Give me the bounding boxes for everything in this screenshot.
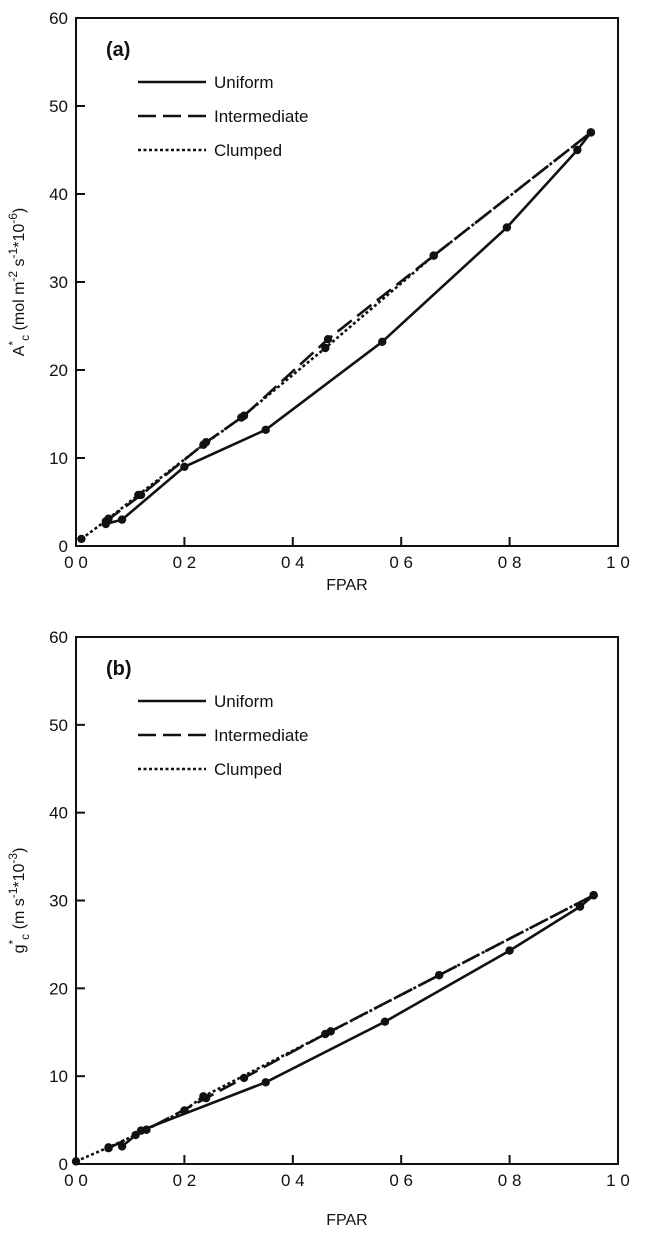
- x-tick-label: 0 8: [498, 1171, 522, 1190]
- x-tick-label: 0 0: [64, 1171, 88, 1190]
- data-point-intermediate: [323, 335, 333, 344]
- data-point-uniform: [573, 145, 582, 155]
- y-axis-title: A*c (mol m-2 s-1*10-6): [6, 208, 32, 357]
- plot-frame: [75, 636, 619, 1165]
- series-line-clumped: [75, 894, 595, 1163]
- legend-label-clumped: Clumped: [214, 141, 282, 160]
- data-point-clumped: [104, 1143, 113, 1152]
- y-tick-label: 50: [49, 716, 68, 735]
- data-point-uniform: [505, 946, 514, 955]
- y-tick-label: 0: [59, 1155, 68, 1174]
- x-tick-label: 0 6: [389, 553, 413, 572]
- data-point-uniform: [117, 515, 127, 524]
- data-point-clumped: [180, 1106, 189, 1115]
- y-tick-label: 60: [49, 628, 68, 647]
- chart-panel-a: 0 10 20 30 40 50 60 0 0 0 2 0 4 0 6 0 8 1 0 FPAR A*c (…: [6, 9, 630, 594]
- data-point-clumped: [77, 534, 86, 544]
- y-tick-label: 40: [49, 804, 68, 823]
- y-tick-label: 10: [49, 1067, 68, 1086]
- x-tick-label: 0 2: [173, 1171, 197, 1190]
- x-tick-label: 0 2: [173, 553, 197, 572]
- data-point-clumped: [429, 251, 438, 260]
- legend-label-clumped: Clumped: [214, 760, 282, 779]
- data-point-uniform: [380, 1017, 390, 1026]
- y-tick-label: 50: [49, 97, 68, 116]
- y-tick-label: 20: [49, 361, 68, 380]
- x-tick-label: 1 0: [606, 1171, 630, 1190]
- data-point-clumped: [104, 514, 113, 523]
- data-point-clumped: [434, 970, 444, 980]
- panel-label: (a): [106, 39, 130, 61]
- data-point-uniform: [117, 1142, 127, 1151]
- x-tick-label: 0 4: [281, 1171, 305, 1190]
- data-point-clumped: [589, 891, 598, 900]
- data-point-clumped: [131, 1130, 140, 1140]
- series-line-clumped: [80, 131, 592, 541]
- data-point-clumped: [199, 440, 208, 449]
- y-tick-label: 30: [49, 892, 68, 911]
- x-tick-label: 0 6: [389, 1171, 413, 1190]
- data-point-uniform: [502, 223, 512, 232]
- data-point-clumped: [326, 1027, 335, 1036]
- x-tick-label: 0 8: [498, 553, 522, 572]
- data-point-clumped: [71, 1157, 81, 1166]
- y-axis-title: g*c (m s-1*10-3): [6, 848, 32, 954]
- y-tick-label: 30: [49, 273, 68, 292]
- legend-label-intermediate: Intermediate: [214, 726, 309, 745]
- data-point-clumped: [321, 343, 330, 353]
- x-tick-label: 1 0: [606, 553, 630, 572]
- y-tick-label: 20: [49, 979, 68, 998]
- data-point-uniform: [180, 462, 189, 471]
- data-point-clumped: [586, 128, 596, 137]
- data-point-uniform: [378, 337, 387, 347]
- legend-label-uniform: Uniform: [214, 73, 274, 92]
- data-point-clumped: [134, 490, 143, 500]
- chart-panel-b: 0 10 20 30 40 50 60 0 0 0 2 0 4 0 6 0 8 1 0 FPAR g*c (…: [6, 628, 630, 1229]
- x-axis-title: FPAR: [326, 1212, 367, 1229]
- series-line-uniform: [105, 131, 592, 526]
- y-tick-label: 0: [59, 537, 68, 556]
- panel-label: (b): [106, 658, 132, 680]
- data-point-clumped: [199, 1092, 208, 1101]
- data-point-clumped: [237, 413, 246, 422]
- data-point-uniform: [261, 425, 270, 435]
- legend-label-intermediate: Intermediate: [214, 107, 309, 126]
- y-tick-label: 10: [49, 449, 68, 468]
- data-point-uniform: [261, 1078, 270, 1087]
- x-tick-label: 0 4: [281, 553, 305, 572]
- y-tick-label: 60: [49, 9, 68, 28]
- x-tick-label: 0 0: [64, 553, 88, 572]
- y-tick-label: 40: [49, 185, 68, 204]
- x-axis-title: FPAR: [326, 577, 367, 594]
- plot-frame: [75, 17, 619, 547]
- legend-label-uniform: Uniform: [214, 692, 274, 711]
